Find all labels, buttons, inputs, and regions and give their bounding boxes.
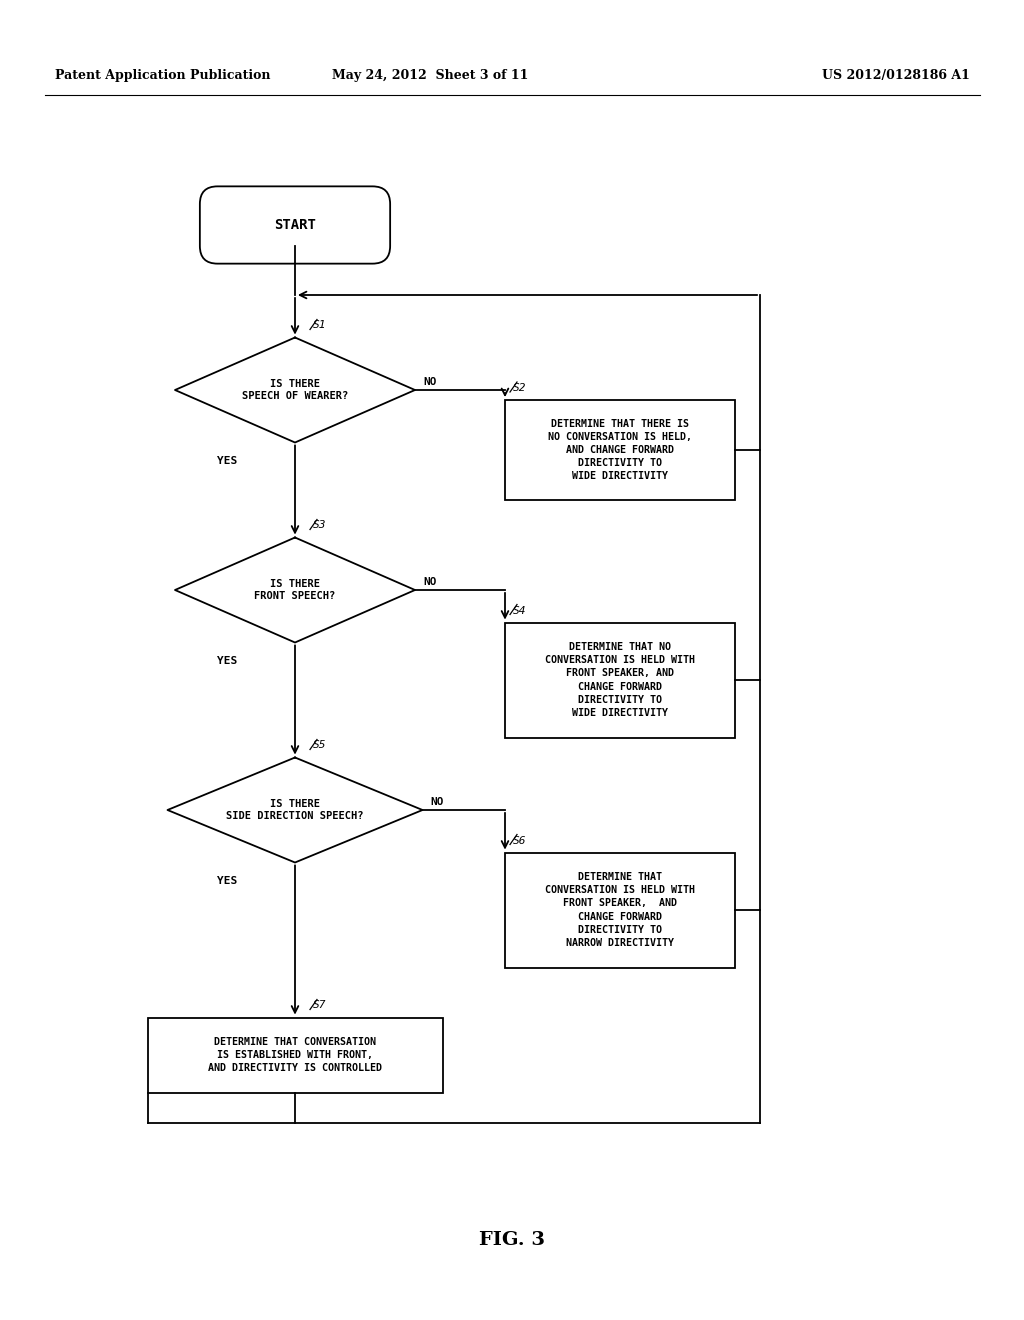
Text: S6: S6	[513, 836, 526, 846]
Text: IS THERE
SPEECH OF WEARER?: IS THERE SPEECH OF WEARER?	[242, 379, 348, 401]
Bar	[505, 853, 735, 968]
Text: S5: S5	[313, 741, 327, 751]
Text: YES: YES	[217, 875, 238, 886]
Bar	[505, 623, 735, 738]
Text: S4: S4	[513, 606, 526, 615]
Text: DETERMINE THAT THERE IS
NO CONVERSATION IS HELD,
AND CHANGE FORWARD
DIRECTIVITY : DETERMINE THAT THERE IS NO CONVERSATION …	[548, 418, 692, 482]
Text: NO: NO	[423, 577, 436, 587]
Text: DETERMINE THAT CONVERSATION
IS ESTABLISHED WITH FRONT,
AND DIRECTIVITY IS CONTRO: DETERMINE THAT CONVERSATION IS ESTABLISH…	[208, 1036, 382, 1073]
Bar	[147, 1018, 442, 1093]
Text: S1: S1	[313, 321, 327, 330]
Text: S2: S2	[513, 383, 526, 393]
Text: NO: NO	[423, 378, 436, 387]
FancyBboxPatch shape	[200, 186, 390, 264]
Text: DETERMINE THAT
CONVERSATION IS HELD WITH
FRONT SPEAKER,  AND
CHANGE FORWARD
DIRE: DETERMINE THAT CONVERSATION IS HELD WITH…	[545, 873, 695, 948]
Text: FIG. 3: FIG. 3	[479, 1232, 545, 1249]
Text: YES: YES	[217, 455, 238, 466]
Text: START: START	[274, 218, 316, 232]
Bar	[505, 400, 735, 500]
Text: IS THERE
SIDE DIRECTION SPEECH?: IS THERE SIDE DIRECTION SPEECH?	[226, 799, 364, 821]
Text: YES: YES	[217, 656, 238, 665]
Text: S3: S3	[313, 520, 327, 531]
Text: May 24, 2012  Sheet 3 of 11: May 24, 2012 Sheet 3 of 11	[332, 69, 528, 82]
Text: US 2012/0128186 A1: US 2012/0128186 A1	[822, 69, 970, 82]
Text: Patent Application Publication: Patent Application Publication	[55, 69, 270, 82]
Text: IS THERE
FRONT SPEECH?: IS THERE FRONT SPEECH?	[254, 578, 336, 601]
Text: NO: NO	[430, 797, 444, 807]
Text: DETERMINE THAT NO
CONVERSATION IS HELD WITH
FRONT SPEAKER, AND
CHANGE FORWARD
DI: DETERMINE THAT NO CONVERSATION IS HELD W…	[545, 642, 695, 718]
Text: S7: S7	[313, 1001, 327, 1011]
